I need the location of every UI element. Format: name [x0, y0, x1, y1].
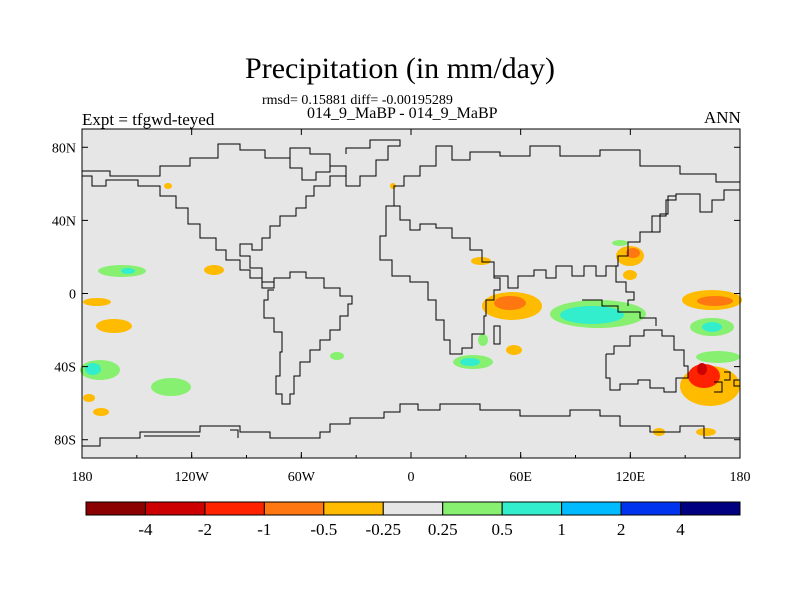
colorbar-label: -4 — [138, 520, 153, 539]
colorbar-swatch — [561, 501, 622, 516]
anomaly-blob — [623, 270, 637, 280]
colorbar-swatch — [263, 501, 325, 516]
colorbar-swatch — [680, 501, 741, 516]
x-tick-label: 60W — [288, 470, 316, 485]
map-background — [82, 129, 740, 458]
y-tick-label: 0 — [69, 288, 76, 303]
x-tick-label: 180 — [72, 470, 93, 485]
x-tick-label: 120E — [616, 470, 646, 485]
colorbar-swatch — [620, 501, 682, 516]
coast-eurasia — [393, 145, 740, 289]
colorbar-label: -1 — [257, 520, 271, 539]
x-axis: 180 120W 60W 0 60E 120E 180 — [72, 129, 751, 485]
colorbar-swatch — [501, 501, 563, 516]
chart-title: Precipitation (in mm/day) — [245, 52, 555, 85]
anomaly-blob — [204, 265, 224, 275]
colorbar-swatch — [85, 501, 146, 516]
coast-japan — [652, 195, 676, 233]
colorbar: -4 -2 -1 -0.5 -0.25 0.25 0.5 1 2 4 — [85, 501, 741, 539]
coast-madagascar — [493, 325, 501, 345]
colorbar-label: 4 — [676, 520, 685, 539]
anomaly-blob — [560, 306, 624, 324]
anomaly-blob — [478, 334, 488, 346]
coast-eastern-rim — [733, 379, 740, 387]
experiment-label: Expt = tfgwd-teyed — [82, 110, 215, 129]
y-tick-label: 40S — [54, 361, 76, 376]
anomaly-blob — [83, 394, 95, 402]
anomaly-blob — [688, 364, 720, 388]
anomaly-blob — [121, 268, 135, 274]
anomaly-blob — [164, 183, 172, 189]
anomaly-blob — [85, 363, 101, 375]
coast-antarctic-peninsula — [144, 429, 239, 438]
anomaly-blob — [460, 358, 480, 366]
stats-line: rmsd= 0.15881 diff= -0.00195289 — [262, 93, 453, 108]
coast-new-zealand — [714, 371, 731, 393]
anomaly-blob — [330, 352, 344, 360]
coastlines — [82, 139, 740, 447]
y-tick-label: 80N — [52, 141, 76, 156]
anomaly-blob — [151, 378, 191, 396]
y-tick-label: 40N — [52, 214, 76, 229]
colorbar-label: -0.5 — [310, 520, 337, 539]
season-label: ANN — [704, 108, 741, 127]
colorbar-swatch — [204, 501, 265, 516]
coast-greenland — [345, 139, 401, 187]
anomaly-blob — [697, 296, 733, 306]
anomaly-blob — [696, 428, 716, 436]
x-tick-label: 180 — [730, 470, 751, 485]
colorbar-swatch — [382, 501, 444, 516]
anomaly-blob — [697, 363, 707, 375]
colorbar-swatch — [442, 501, 503, 516]
coast-indonesia — [582, 299, 657, 326]
anomaly-blob — [696, 351, 740, 363]
x-tick-label: 120W — [175, 470, 210, 485]
colorbar-label: -2 — [198, 520, 212, 539]
y-tick-label: 80S — [54, 434, 76, 449]
coast-arctic-islands — [289, 158, 331, 181]
colorbar-label: -0.25 — [366, 520, 401, 539]
coast-east-asia — [615, 266, 635, 306]
anomaly-fills — [80, 183, 742, 436]
colorbar-label: 1 — [557, 520, 566, 539]
anomaly-blob — [494, 296, 526, 310]
anomaly-blob — [626, 248, 640, 258]
coast-antarctica — [82, 403, 740, 447]
colorbar-label: 2 — [617, 520, 626, 539]
colorbar-swatch — [323, 501, 384, 516]
anomaly-blob — [96, 319, 132, 333]
chart-subtitle: 014_9_MaBP - 014_9_MaBP — [307, 105, 498, 122]
colorbar-label: 0.25 — [428, 520, 458, 539]
coast-south-america — [263, 271, 353, 405]
coast-australia — [605, 329, 689, 393]
anomaly-blob — [83, 298, 111, 306]
y-axis: 80N 40N 0 40S 80S — [52, 141, 740, 449]
anomaly-blob — [612, 240, 628, 246]
anomaly-blob — [506, 345, 522, 355]
anomaly-blob — [471, 257, 491, 265]
x-tick-label: 0 — [408, 470, 415, 485]
colorbar-swatch — [144, 501, 206, 516]
coast-africa — [379, 205, 501, 355]
anomaly-blob — [93, 408, 109, 416]
anomaly-blob — [702, 322, 722, 332]
x-tick-label: 60E — [509, 470, 532, 485]
colorbar-label: 0.5 — [492, 520, 513, 539]
coast-north-america — [82, 143, 347, 289]
